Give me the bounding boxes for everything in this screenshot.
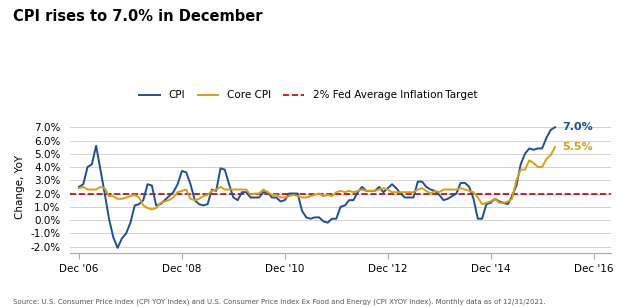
Text: Source: U.S. Consumer Price Index (CPI YOY Index) and U.S. Consumer Price Index : Source: U.S. Consumer Price Index (CPI Y… — [13, 299, 545, 305]
Legend: CPI, Core CPI, 2% Fed Average Inflation Target: CPI, Core CPI, 2% Fed Average Inflation … — [135, 86, 481, 104]
Y-axis label: Change, YoY: Change, YoY — [15, 155, 25, 219]
Text: CPI rises to 7.0% in December: CPI rises to 7.0% in December — [13, 9, 262, 24]
Text: 5.5%: 5.5% — [562, 142, 593, 152]
Text: 7.0%: 7.0% — [562, 122, 593, 132]
